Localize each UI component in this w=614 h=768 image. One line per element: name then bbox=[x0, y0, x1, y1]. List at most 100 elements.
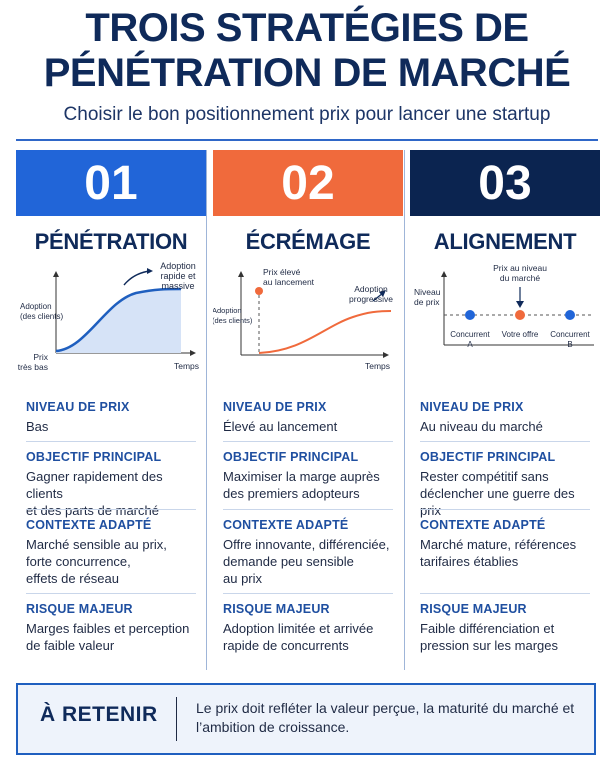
market-price-label-2: du marché bbox=[500, 273, 540, 283]
section-divider bbox=[26, 441, 196, 442]
context-line: Marché mature, références bbox=[420, 537, 577, 552]
page-title: TROIS STRATÉGIES DE PÉNÉTRATION DE MARCH… bbox=[0, 6, 614, 96]
main-goal-line: Gagner rapidement des clients bbox=[26, 469, 163, 501]
section-divider bbox=[26, 509, 196, 510]
main-goal-heading: OBJECTIF PRINCIPAL bbox=[223, 450, 359, 464]
section-divider bbox=[420, 509, 590, 510]
risk-line: de faible valeur bbox=[26, 638, 115, 653]
price-level-heading: NIVEAU DE PRIX bbox=[420, 400, 524, 414]
launch-label-2: au lancement bbox=[263, 277, 315, 287]
main-goal-line: des premiers adopteurs bbox=[223, 486, 360, 501]
start-label-2: très bas bbox=[18, 362, 48, 372]
context-line: Marché sensible au prix, bbox=[26, 537, 167, 552]
section-divider bbox=[223, 441, 393, 442]
x-axis-arrow bbox=[383, 352, 389, 358]
section-divider bbox=[223, 509, 393, 510]
y-axis-label-1: Adoption bbox=[20, 302, 52, 311]
annotation-line-2: rapide et bbox=[160, 271, 196, 281]
main-goal-line: et des parts de marché bbox=[26, 503, 159, 518]
risk-line: Adoption limitée et arrivée bbox=[223, 621, 374, 636]
launch-label-1: Prix élevé bbox=[263, 267, 301, 277]
annotation-line-1: Adoption bbox=[160, 261, 196, 271]
adoption-curve bbox=[55, 287, 182, 353]
key-takeaway-box: À RETENIR Le prix doit refléter la valeu… bbox=[16, 683, 596, 755]
risk-section: RISQUE MAJEUR Marges faibles et percepti… bbox=[16, 602, 206, 654]
context-heading: CONTEXTE ADAPTÉ bbox=[420, 518, 546, 532]
section-divider bbox=[420, 593, 590, 594]
y-axis-arrow bbox=[53, 271, 59, 277]
skimming-adoption-chart: Prix élevé au lancement Adoption progres… bbox=[213, 267, 393, 371]
risk-section: RISQUE MAJEUR Adoption limitée et arrivé… bbox=[213, 602, 403, 654]
launch-price-dot bbox=[255, 287, 263, 295]
strategy-name: ALIGNEMENT bbox=[433, 229, 577, 254]
risk-line: Faible différenciation et bbox=[420, 621, 555, 636]
title-line-1: TROIS STRATÉGIES DE bbox=[85, 6, 529, 50]
competitor-a-label-2: A bbox=[467, 340, 473, 349]
price-level-value: Bas bbox=[26, 419, 49, 434]
x-axis-arrow bbox=[190, 350, 196, 356]
risk-heading: RISQUE MAJEUR bbox=[420, 602, 527, 616]
column-separator bbox=[206, 150, 207, 670]
strategy-column-alignment: 03 ALIGNEMENT Prix au niveau du marché N… bbox=[410, 150, 600, 670]
strategy-name: PÉNÉTRATION bbox=[34, 229, 188, 254]
y-axis-arrow bbox=[441, 271, 447, 277]
price-level-heading: NIVEAU DE PRIX bbox=[223, 400, 327, 414]
penetration-adoption-chart: Adoption rapide et massive Adoption (des… bbox=[18, 261, 199, 372]
main-goal-heading: OBJECTIF PRINCIPAL bbox=[26, 450, 162, 464]
competitor-b-label-2: B bbox=[567, 340, 572, 349]
y-axis-label-2: (des clients) bbox=[20, 312, 63, 321]
context-line: effets de réseau bbox=[26, 571, 119, 586]
risk-line: rapide de concurrents bbox=[223, 638, 349, 653]
market-price-label-1: Prix au niveau bbox=[493, 263, 547, 273]
adoption-curve bbox=[258, 310, 392, 354]
title-divider bbox=[16, 139, 598, 141]
risk-heading: RISQUE MAJEUR bbox=[223, 602, 330, 616]
strategy-number-banner: 03 bbox=[410, 150, 600, 216]
main-goal-line: Rester compétitif sans bbox=[420, 469, 549, 484]
competitor-b-dot bbox=[565, 310, 575, 320]
context-heading: CONTEXTE ADAPTÉ bbox=[223, 518, 349, 532]
competitor-b-label-1: Concurrent bbox=[550, 330, 590, 339]
your-offer-label: Votre offre bbox=[502, 330, 539, 339]
strategy-column-skimming: 02 ÉCRÉMAGE Prix élevé au lancement Adop… bbox=[213, 150, 403, 670]
x-axis-label: Temps bbox=[174, 361, 199, 371]
competitor-a-label-1: Concurrent bbox=[450, 330, 490, 339]
annotation-line-1: Adoption bbox=[354, 284, 388, 294]
main-goal-line: déclencher une guerre des prix bbox=[420, 486, 575, 518]
alignment-price-chart: Prix au niveau du marché Niveau de prix … bbox=[414, 263, 594, 349]
page-subtitle: Choisir le bon positionnement prix pour … bbox=[63, 104, 551, 125]
context-line: Offre innovante, différenciée, bbox=[223, 537, 390, 552]
section-divider bbox=[223, 593, 393, 594]
key-takeaway-text: Le prix doit refléter la valeur perçue, … bbox=[196, 700, 575, 735]
context-heading: CONTEXTE ADAPTÉ bbox=[26, 518, 152, 532]
price-level-value: Élevé au lancement bbox=[223, 419, 338, 434]
strategy-column-penetration: 01 PÉNÉTRATION Adoption rapide et massiv… bbox=[16, 150, 206, 670]
y-axis-label-2: (des clients) bbox=[213, 316, 253, 325]
title-line-2: PÉNÉTRATION DE MARCHÉ bbox=[43, 51, 571, 95]
strategy-name: ÉCRÉMAGE bbox=[245, 229, 371, 254]
context-line: tarifaires établies bbox=[420, 554, 519, 569]
context-line: forte concurrence, bbox=[26, 554, 131, 569]
strategy-number-banner: 01 bbox=[16, 150, 206, 216]
y-axis-label-1: Adoption bbox=[213, 306, 242, 315]
adoption-area bbox=[56, 289, 181, 353]
risk-heading: RISQUE MAJEUR bbox=[26, 602, 133, 616]
section-divider bbox=[26, 593, 196, 594]
price-level-section: NIVEAU DE PRIX Élevé au lancement bbox=[213, 400, 403, 435]
start-label-1: Prix bbox=[33, 352, 48, 362]
price-level-heading: NIVEAU DE PRIX bbox=[26, 400, 130, 414]
strategy-number: 03 bbox=[478, 156, 532, 210]
context-line: demande peu sensible bbox=[223, 554, 354, 569]
risk-line: pression sur les marges bbox=[420, 638, 558, 653]
annotation-line-2: progressive bbox=[349, 294, 393, 304]
annotation-arrow bbox=[123, 270, 151, 286]
section-divider bbox=[420, 441, 590, 442]
y-axis-arrow bbox=[238, 271, 244, 277]
key-takeaway-divider bbox=[176, 697, 177, 741]
competitor-a-dot bbox=[465, 310, 475, 320]
y-axis-label-2: de prix bbox=[414, 297, 440, 307]
main-goal-section: OBJECTIF PRINCIPAL Rester compétitif san… bbox=[410, 450, 600, 519]
context-line: au prix bbox=[223, 571, 263, 586]
main-goal-section: OBJECTIF PRINCIPAL Gagner rapidement des… bbox=[16, 450, 206, 519]
x-axis-label: Temps bbox=[365, 361, 390, 371]
